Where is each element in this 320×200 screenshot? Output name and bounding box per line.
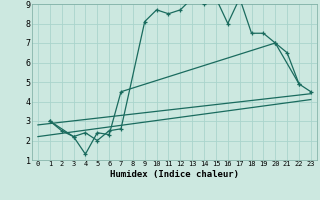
X-axis label: Humidex (Indice chaleur): Humidex (Indice chaleur): [110, 170, 239, 179]
